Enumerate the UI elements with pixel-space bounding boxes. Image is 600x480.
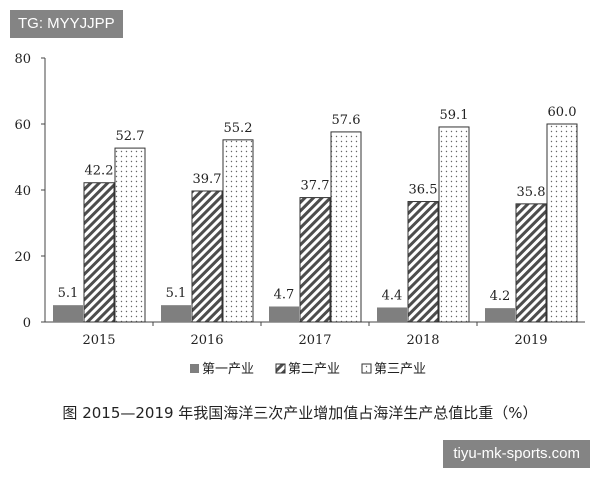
bar-solid-gray	[269, 306, 299, 322]
data-label: 35.8	[517, 185, 546, 200]
data-label: 4.7	[274, 287, 295, 302]
bar-dotted	[114, 147, 146, 323]
data-label: 4.4	[382, 288, 403, 303]
data-label: 36.5	[409, 183, 438, 198]
y-tick-label: 0	[23, 316, 31, 331]
x-tick-label: 2019	[514, 333, 547, 348]
x-tick-label: 2018	[406, 333, 439, 348]
watermark-top: TG: MYYJJPP	[10, 10, 123, 38]
data-label: 60.0	[548, 105, 577, 120]
data-label: 4.2	[490, 289, 511, 304]
bar-diagonal-hatch	[407, 201, 439, 323]
bar-diagonal-hatch	[83, 182, 115, 323]
y-tick-label: 40	[14, 184, 31, 199]
bar-diagonal-hatch	[191, 190, 223, 323]
data-label: 57.6	[332, 113, 361, 128]
bar-solid-gray	[485, 308, 515, 322]
watermark-bottom: tiyu-mk-sports.com	[443, 440, 590, 468]
bar-dotted	[222, 139, 254, 323]
data-label: 39.7	[193, 172, 222, 187]
data-label: 42.2	[85, 164, 114, 179]
chart-caption: 图 2015—2019 年我国海洋三次产业增加值占海洋生产总值比重（%）	[62, 404, 538, 422]
legend-swatch	[361, 363, 372, 374]
data-label: 5.1	[166, 286, 187, 301]
x-tick-label: 2015	[82, 333, 115, 348]
bar-dotted	[330, 131, 362, 323]
data-label: 59.1	[440, 108, 469, 123]
y-tick-label: 60	[14, 118, 31, 133]
data-label: 5.1	[58, 286, 79, 301]
data-label: 55.2	[224, 121, 253, 136]
legend-swatch	[275, 363, 286, 374]
bar-dotted	[438, 126, 470, 323]
y-tick-label: 80	[14, 52, 31, 67]
legend-label: 第一产业	[202, 362, 254, 377]
legend-label: 第三产业	[374, 362, 426, 377]
bar-solid-gray	[377, 307, 407, 322]
data-label: 52.7	[116, 129, 145, 144]
legend-label: 第二产业	[288, 362, 340, 377]
bar-solid-gray	[53, 305, 83, 322]
bar-dotted	[546, 123, 578, 323]
y-tick-label: 20	[14, 250, 31, 265]
x-tick-label: 2016	[190, 333, 223, 348]
bar-solid-gray	[161, 305, 191, 322]
bar-diagonal-hatch	[299, 197, 331, 323]
bar-diagonal-hatch	[515, 203, 547, 323]
data-label: 37.7	[301, 179, 330, 194]
legend-swatch	[190, 364, 199, 373]
x-tick-label: 2017	[298, 333, 331, 348]
bar-chart: 0 20 40 60 80 2015 5.1 42.2 52.7 2016 5.1 39.7 55.2…	[14, 52, 585, 377]
